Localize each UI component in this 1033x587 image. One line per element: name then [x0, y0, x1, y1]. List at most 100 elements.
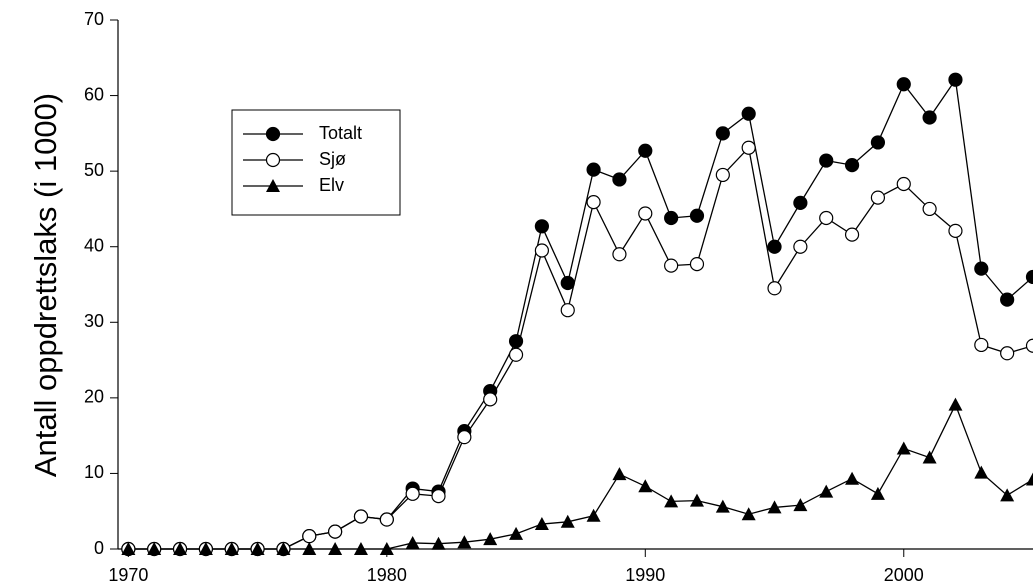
marker — [483, 532, 498, 546]
y-tick-label: 10 — [84, 462, 104, 482]
marker — [560, 514, 575, 528]
marker — [276, 542, 291, 555]
marker — [948, 72, 963, 87]
marker — [715, 167, 730, 183]
marker — [844, 227, 860, 242]
marker — [715, 126, 730, 141]
marker — [767, 239, 782, 254]
marker — [328, 542, 343, 555]
series-line — [128, 403, 1033, 550]
marker — [431, 536, 446, 550]
marker — [819, 153, 834, 168]
marker — [224, 542, 239, 555]
y-tick-label: 60 — [84, 84, 104, 104]
marker — [173, 542, 188, 555]
legend-marker — [266, 179, 280, 192]
marker — [922, 450, 937, 464]
marker — [560, 275, 575, 291]
marker — [664, 210, 679, 226]
marker — [534, 517, 549, 531]
marker — [508, 347, 524, 362]
marker — [1000, 292, 1015, 307]
marker — [767, 281, 782, 296]
marker — [405, 535, 420, 549]
x-tick-label: 1970 — [108, 565, 148, 585]
y-tick-label: 40 — [84, 235, 104, 255]
marker — [845, 471, 860, 485]
legend-label: Elv — [319, 175, 344, 195]
marker — [508, 334, 524, 349]
marker — [121, 542, 136, 555]
marker — [767, 500, 782, 514]
marker — [896, 77, 911, 92]
marker — [664, 494, 679, 508]
marker — [198, 542, 213, 555]
marker — [353, 509, 369, 524]
marker — [534, 219, 549, 234]
marker — [638, 206, 653, 221]
marker — [457, 430, 472, 445]
marker — [819, 484, 834, 498]
marker — [741, 106, 756, 121]
y-tick-label: 30 — [84, 311, 104, 331]
marker — [457, 535, 472, 549]
y-tick-label: 50 — [84, 160, 104, 180]
marker — [1000, 346, 1015, 361]
marker — [379, 542, 394, 555]
x-tick-label: 1980 — [367, 565, 407, 585]
marker — [612, 247, 627, 262]
marker — [922, 110, 937, 125]
marker — [689, 256, 705, 272]
marker — [844, 157, 860, 173]
marker — [302, 542, 317, 555]
marker — [405, 486, 420, 501]
marker — [353, 542, 368, 555]
marker — [689, 208, 705, 223]
legend — [231, 109, 401, 216]
legend-label: Sjø — [319, 149, 346, 169]
marker — [715, 499, 730, 513]
marker — [948, 397, 963, 411]
marker — [896, 176, 911, 192]
marker — [638, 143, 653, 158]
marker — [870, 135, 886, 150]
marker — [250, 542, 265, 555]
marker — [974, 465, 989, 479]
y-tick-label: 0 — [94, 538, 104, 558]
marker — [974, 261, 989, 276]
marker — [922, 201, 937, 217]
y-tick-label: 20 — [84, 387, 104, 407]
marker — [586, 508, 601, 522]
x-tick-label: 1990 — [625, 565, 665, 585]
marker — [638, 479, 653, 493]
marker — [793, 195, 808, 210]
marker — [819, 210, 834, 226]
legend-marker — [265, 126, 281, 142]
marker — [741, 140, 756, 155]
marker — [1026, 472, 1033, 486]
marker — [793, 239, 808, 254]
marker — [302, 529, 317, 544]
marker — [483, 392, 498, 407]
y-axis-label: Antall oppdrettslaks (i 1000) — [28, 93, 63, 477]
marker — [948, 223, 963, 238]
marker — [612, 172, 627, 187]
marker — [328, 524, 343, 539]
marker — [689, 493, 704, 507]
marker — [509, 526, 524, 540]
x-tick-label: 2000 — [884, 565, 924, 585]
marker — [379, 512, 394, 527]
marker — [664, 258, 679, 273]
legend-label: Totalt — [319, 123, 362, 143]
marker — [560, 303, 575, 318]
marker — [1025, 269, 1033, 285]
marker — [896, 441, 911, 455]
marker — [147, 542, 162, 555]
marker — [431, 489, 446, 504]
marker — [741, 507, 756, 521]
plot-area — [121, 72, 1033, 557]
legend-marker — [265, 152, 281, 168]
marker — [1000, 488, 1015, 502]
marker — [1025, 338, 1033, 353]
